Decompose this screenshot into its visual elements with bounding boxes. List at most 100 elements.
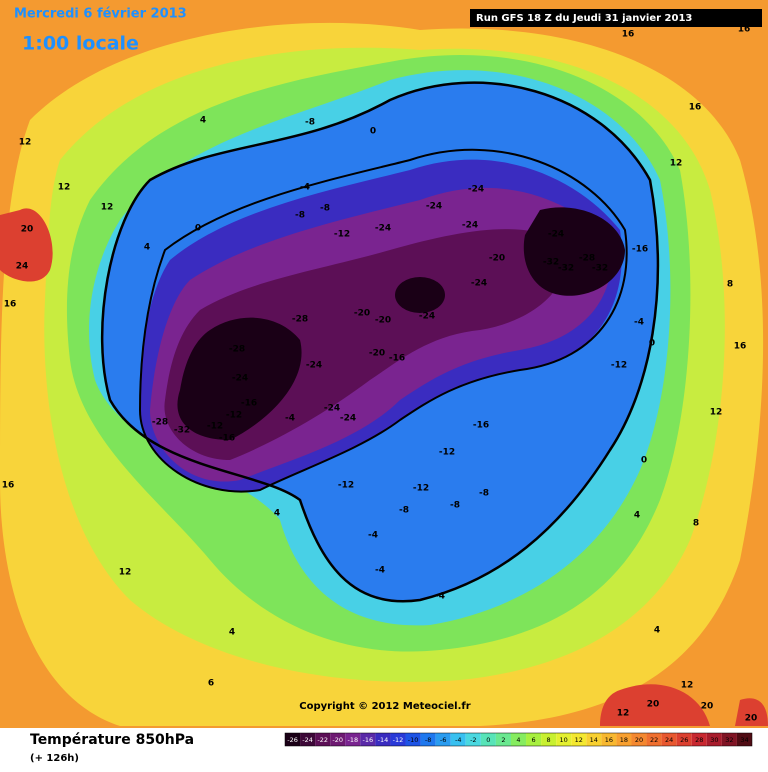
contour-label: -8 <box>305 118 315 128</box>
contour-label: 20 <box>21 225 34 235</box>
legend-swatch <box>510 733 527 746</box>
contour-label: -28 <box>229 345 245 355</box>
contour-label: 12 <box>58 183 71 193</box>
legend-tick-label: 6 <box>531 736 535 744</box>
contour-label: 16 <box>689 103 702 113</box>
contour-label: 20 <box>701 702 714 712</box>
legend-tick-label: 2 <box>501 736 505 744</box>
contour-label: -32 <box>592 264 608 274</box>
legend-tick-label: 28 <box>695 736 703 744</box>
contour-label: 12 <box>119 568 132 578</box>
contour-label: -32 <box>174 426 190 436</box>
contour-label: -24 <box>419 312 435 322</box>
contour-label: 12 <box>710 408 723 418</box>
legend-tick-label: -20 <box>332 736 343 744</box>
contour-label: 12 <box>617 709 630 719</box>
contour-label: -16 <box>219 434 235 444</box>
legend-swatch <box>300 733 316 746</box>
contour-label: -4 <box>634 318 644 328</box>
legend-swatch <box>465 733 481 746</box>
contour-label: -12 <box>611 361 627 371</box>
contour-label: 0 <box>195 224 201 234</box>
legend-swatch <box>631 733 647 746</box>
contour-label: 4 <box>654 626 660 636</box>
legend-swatch <box>360 733 376 746</box>
contour-label: -28 <box>292 315 308 325</box>
contour-label: 20 <box>745 714 758 724</box>
legend-tick-label: 34 <box>740 736 748 744</box>
legend-tick-label: 20 <box>635 736 643 744</box>
temperature-field <box>0 0 768 728</box>
legend-swatch <box>706 733 722 746</box>
legend-tick-label: -14 <box>378 736 389 744</box>
legend-swatch <box>661 733 677 746</box>
contour-label: 6 <box>208 679 214 689</box>
contour-label: -20 <box>369 349 385 359</box>
legend-tick-label: 32 <box>725 736 733 744</box>
contour-label: 16 <box>738 25 751 35</box>
legend-tick-label: 12 <box>575 736 583 744</box>
footer-title: Température 850hPa <box>30 732 194 748</box>
contour-label: 4 <box>144 243 150 253</box>
legend-swatch <box>390 733 406 746</box>
copyright: Copyright © 2012 Meteociel.fr <box>299 701 470 712</box>
footer-subtitle: (+ 126h) <box>30 753 79 764</box>
contour-label: 12 <box>101 203 114 213</box>
contour-label: -24 <box>468 185 484 195</box>
legend-tick-label: 24 <box>665 736 673 744</box>
contour-label: -4 <box>435 592 445 602</box>
map-time: 1:00 locale <box>22 33 139 55</box>
legend-swatch <box>345 733 361 746</box>
legend-swatch <box>601 733 617 746</box>
contour-label: -24 <box>471 279 487 289</box>
contour-label: -20 <box>375 316 391 326</box>
contour-label: -28 <box>152 418 168 428</box>
contour-label: 12 <box>19 138 32 148</box>
contour-label: -4 <box>375 566 385 576</box>
legend-tick-label: 14 <box>590 736 598 744</box>
contour-label: -32 <box>558 264 574 274</box>
legend-swatch <box>586 733 602 746</box>
contour-label: -16 <box>632 245 648 255</box>
contour-label: 16 <box>622 30 635 40</box>
contour-label: -16 <box>241 399 257 409</box>
legend-swatch <box>330 733 346 746</box>
contour-label: 12 <box>670 159 683 169</box>
contour-label: -24 <box>324 404 340 414</box>
contour-label: -28 <box>579 254 595 264</box>
contour-label: -12 <box>338 481 354 491</box>
contour-label: -4 <box>300 183 310 193</box>
contour-label: -4 <box>285 414 295 424</box>
run-box <box>470 9 762 27</box>
legend-swatch <box>285 733 301 746</box>
contour-label: -8 <box>295 211 305 221</box>
legend-tick-label: 4 <box>516 736 520 744</box>
legend-tick-label: 10 <box>560 736 568 744</box>
contour-label: -32 <box>543 258 559 268</box>
contour-label: -24 <box>340 414 356 424</box>
contour-label: -16 <box>473 421 489 431</box>
contour-label: 16 <box>734 342 747 352</box>
legend-tick-label: -8 <box>425 736 431 744</box>
legend-swatch <box>315 733 331 746</box>
contour-label: 4 <box>274 509 280 519</box>
legend-swatch <box>676 733 692 746</box>
legend-tick-label: -10 <box>408 736 419 744</box>
contour-label: 8 <box>693 519 699 529</box>
legend-tick-label: 8 <box>547 736 551 744</box>
legend-tick-label: 30 <box>710 736 718 744</box>
legend-swatch <box>495 733 511 746</box>
legend-tick-label: -22 <box>317 736 328 744</box>
legend-tick-label: -2 <box>470 736 476 744</box>
legend-tick-label: 18 <box>620 736 628 744</box>
contour-label: -24 <box>232 374 248 384</box>
legend-swatch <box>646 733 662 746</box>
map-date: Mercredi 6 février 2013 <box>14 7 187 22</box>
contour-label: 0 <box>649 339 655 349</box>
contour-label: 16 <box>2 481 15 491</box>
legend-tick-label: -4 <box>455 736 461 744</box>
legend-swatch <box>556 733 572 746</box>
contour-label: 4 <box>200 116 206 126</box>
legend-swatch <box>736 733 752 746</box>
